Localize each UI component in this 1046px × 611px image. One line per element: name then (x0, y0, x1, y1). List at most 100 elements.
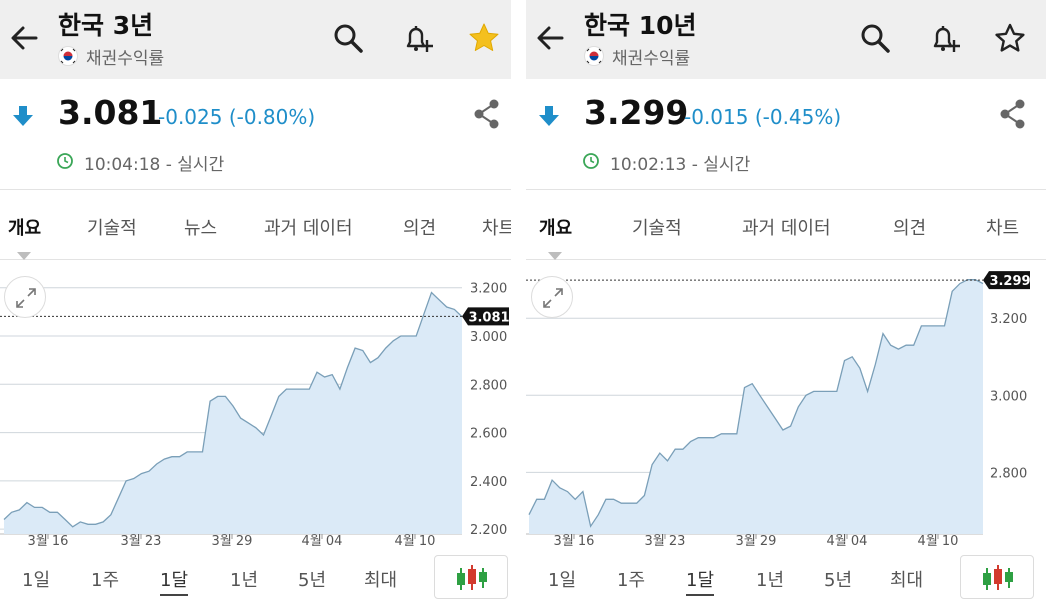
tab-technical[interactable]: 기술적 (632, 218, 682, 239)
y-tick-label: 3.200 (990, 312, 1027, 327)
clock-icon (583, 153, 599, 169)
range-1y[interactable]: 1년 (756, 570, 785, 591)
x-tick-label: 4월 10 (918, 534, 959, 549)
range-1m[interactable]: 1달 (686, 566, 715, 596)
search-icon[interactable] (330, 20, 366, 56)
range-1d[interactable]: 1일 (22, 570, 51, 591)
x-tick-label: 3월 23 (645, 534, 686, 549)
last-price: 3.081 (58, 93, 163, 132)
add-alert-bell-icon[interactable] (927, 20, 963, 56)
price-change: -0.025 (-0.80%) (158, 105, 316, 129)
expand-icon[interactable] (4, 276, 46, 318)
quote-screen-korea-10y: 한국 10년 채권수익률 3.299 -0.015 (-0.45%) 10:02… (526, 0, 1046, 611)
tab-opinion[interactable]: 의견 (893, 218, 927, 239)
current-value-label: 3.299 (989, 274, 1030, 289)
range-max[interactable]: 최대 (890, 570, 924, 591)
quote-summary: 3.081 -0.025 (-0.80%) 10:04:18 - 실시간 (0, 79, 511, 189)
price-line (3, 291, 463, 528)
candlestick-icon (983, 565, 1013, 590)
active-tab-indicator (548, 252, 562, 260)
tab-chart[interactable]: 차트 (482, 218, 511, 239)
divider (526, 189, 1046, 190)
range-max[interactable]: 최대 (364, 570, 398, 591)
price-area (4, 292, 462, 534)
y-tick-label: 3.000 (470, 330, 507, 345)
y-tick-label: 2.600 (470, 427, 507, 442)
tab-overview[interactable]: 개요 (8, 218, 42, 239)
candlestick-icon (457, 565, 487, 590)
clock-icon (57, 153, 73, 169)
x-tick-label: 3월 23 (121, 534, 162, 549)
candlestick-toggle-button[interactable] (434, 555, 508, 599)
back-arrow-icon[interactable] (6, 20, 42, 56)
range-5y[interactable]: 5년 (298, 570, 327, 591)
instrument-subtitle: 채권수익률 (86, 48, 165, 69)
y-tick-label: 2.400 (470, 475, 507, 490)
tab-chart[interactable]: 차트 (986, 218, 1020, 239)
add-alert-bell-icon[interactable] (400, 20, 436, 56)
price-line (528, 279, 984, 528)
korea-flag-icon (584, 46, 604, 66)
share-icon[interactable] (472, 97, 502, 131)
x-tick-label: 3월 29 (212, 534, 253, 549)
range-1m[interactable]: 1달 (160, 566, 189, 596)
search-icon[interactable] (857, 20, 893, 56)
y-tick-label: 2.200 (470, 523, 507, 538)
quote-screen-korea-3y: 한국 3년 채권수익률 3.081 -0.025 (-0.80%) 10:04:… (0, 0, 511, 611)
tab-opinion[interactable]: 의견 (403, 218, 437, 239)
star-filled-icon[interactable] (466, 20, 502, 56)
divider (526, 259, 1046, 260)
tab-news[interactable]: 뉴스 (184, 218, 218, 239)
update-time: 10:02:13 - 실시간 (610, 155, 751, 175)
current-value-badge (462, 307, 509, 326)
instrument-title: 한국 10년 (584, 11, 697, 40)
y-tick-label: 2.800 (470, 378, 507, 393)
quote-summary: 3.299 -0.015 (-0.45%) 10:02:13 - 실시간 (526, 79, 1046, 189)
range-5y[interactable]: 5년 (824, 570, 853, 591)
x-tick-label: 4월 10 (395, 534, 436, 549)
y-tick-label: 2.800 (990, 466, 1027, 481)
section-tabs: 개요 기술적 과거 데이터 의견 차트 (526, 190, 1046, 260)
range-1d[interactable]: 1일 (548, 570, 577, 591)
divider (0, 189, 511, 190)
range-1w[interactable]: 1주 (617, 570, 646, 591)
share-icon[interactable] (998, 97, 1028, 131)
x-tick-label: 3월 29 (736, 534, 777, 549)
app-header: 한국 3년 채권수익률 (0, 0, 511, 79)
panel-separator (511, 0, 526, 611)
tab-technical[interactable]: 기술적 (87, 218, 137, 239)
instrument-title: 한국 3년 (58, 11, 154, 40)
price-area (529, 279, 983, 534)
active-tab-indicator (17, 252, 31, 260)
price-chart[interactable]: 3.200 3.000 2.800 3월 16 3월 23 3월 29 4월 04 4월 10… (526, 262, 1046, 552)
x-tick-label: 3월 16 (554, 534, 595, 549)
price-chart[interactable]: 3.200 3.000 2.800 2.600 2.400 2.200 3월 16 3월 23… (0, 262, 511, 552)
section-tabs: 개요 기술적 뉴스 과거 데이터 의견 차트 (0, 190, 511, 260)
x-tick-label: 3월 16 (28, 534, 69, 549)
current-value-badge (983, 271, 1030, 290)
update-time: 10:04:18 - 실시간 (84, 155, 225, 175)
time-range-selector: 1일 1주 1달 1년 5년 최대 (526, 553, 1046, 611)
price-chart-svg: 3.200 3.000 2.800 2.600 2.400 2.200 3월 16 3월 23… (0, 282, 510, 549)
app-header: 한국 10년 채권수익률 (526, 0, 1046, 79)
current-value-label: 3.081 (468, 310, 509, 325)
price-chart-svg: 3.200 3.000 2.800 3월 16 3월 23 3월 29 4월 04 4월 10… (526, 271, 1031, 549)
last-price: 3.299 (584, 93, 689, 132)
y-tick-label: 3.200 (470, 282, 507, 297)
divider (0, 259, 511, 260)
range-1y[interactable]: 1년 (230, 570, 259, 591)
range-1w[interactable]: 1주 (91, 570, 120, 591)
down-arrow-icon (13, 106, 33, 126)
expand-icon[interactable] (531, 276, 573, 318)
tab-historical-data[interactable]: 과거 데이터 (264, 218, 353, 239)
candlestick-toggle-button[interactable] (960, 555, 1034, 599)
korea-flag-icon (58, 46, 78, 66)
back-arrow-icon[interactable] (532, 20, 568, 56)
x-tick-label: 4월 04 (827, 534, 868, 549)
instrument-subtitle: 채권수익률 (612, 48, 691, 69)
tab-historical-data[interactable]: 과거 데이터 (742, 218, 831, 239)
time-range-selector: 1일 1주 1달 1년 5년 최대 (0, 553, 511, 611)
star-outline-icon[interactable] (992, 20, 1028, 56)
tab-overview[interactable]: 개요 (539, 218, 573, 239)
y-tick-label: 3.000 (990, 389, 1027, 404)
